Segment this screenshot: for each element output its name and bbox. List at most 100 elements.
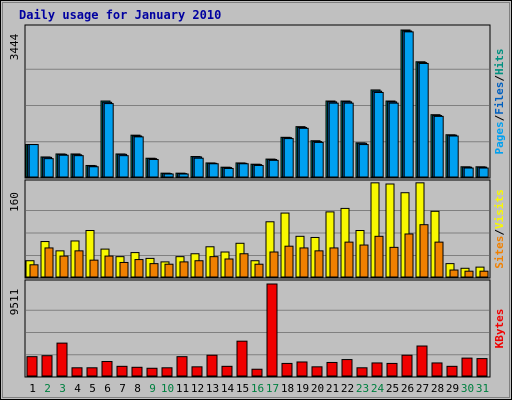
day-label: 7 (119, 382, 126, 395)
day-label: 5 (89, 382, 96, 395)
kbytes-bar (341, 359, 353, 377)
day-label: 11 (176, 382, 189, 395)
day-label: 22 (341, 382, 354, 395)
sites-bar (314, 250, 324, 278)
sites-bar (479, 270, 489, 278)
pages-bar (313, 141, 324, 178)
day-label: 20 (311, 382, 324, 395)
pages-bar (118, 155, 129, 178)
sites-bar (434, 241, 444, 278)
kbytes-bar (356, 367, 368, 377)
kbytes-bar (416, 345, 428, 377)
legend-entry-pages: Pages (493, 121, 506, 154)
kbytes-bar (371, 362, 383, 377)
sites-bar (404, 233, 414, 278)
legend-entry-kbytes: KBytes (493, 309, 506, 349)
sites-bar (464, 270, 474, 278)
day-label: 15 (236, 382, 249, 395)
y-max-label: 160 (8, 192, 21, 212)
kbytes-bar (116, 365, 128, 377)
day-label: 30 (461, 382, 474, 395)
pages-bar (208, 163, 219, 178)
day-label: 2 (44, 382, 51, 395)
sites-bar (29, 264, 39, 278)
sites-bar (134, 259, 144, 278)
kbytes-bar (296, 361, 308, 377)
day-label: 14 (221, 382, 235, 395)
sites-bar (104, 255, 114, 278)
day-axis-labels: 1 2 3 4 5 6 7 8 9 10 11 12 13 14 15 16 17 18 19 20 21 22 23 24 2… (29, 382, 489, 395)
kbytes-bar (221, 365, 233, 377)
pages-bar (268, 159, 279, 178)
legend-entry-separator: / (493, 75, 506, 82)
sites-bar (224, 258, 234, 278)
y-max-label: 3444 (8, 33, 21, 60)
sites-bar (149, 263, 159, 278)
pages-bar (133, 136, 144, 178)
kbytes-bar (86, 367, 98, 377)
day-label: 16 (251, 382, 264, 395)
kbytes-bar (176, 356, 188, 377)
pages-bar (433, 115, 444, 178)
kbytes-bar (41, 355, 53, 377)
pages-bar (28, 144, 39, 178)
day-label: 12 (191, 382, 204, 395)
sites-bar (269, 251, 279, 278)
kbytes-bar (266, 283, 278, 377)
legend: Sites/Visits (493, 189, 506, 269)
kbytes-bar (236, 340, 248, 377)
kbytes-bar (131, 366, 143, 377)
chart-title: Daily usage for January 2010 (19, 8, 221, 22)
sites-bar (44, 247, 54, 278)
pages-bar (463, 167, 474, 178)
day-label: 18 (281, 382, 294, 395)
day-label: 24 (371, 382, 385, 395)
pages-bar (88, 166, 99, 178)
pages-bar (148, 159, 159, 178)
legend-entry-hits: Hits (493, 49, 506, 76)
pages-bar (253, 164, 264, 178)
kbytes-bar (191, 366, 203, 377)
day-label: 1 (29, 382, 36, 395)
day-label: 9 (149, 382, 156, 395)
pages-bar (163, 173, 174, 178)
pages-bar (448, 135, 459, 178)
kbytes-bar (281, 362, 293, 377)
y-max-label: 9511 (8, 289, 21, 316)
legend-entry-separator: / (493, 114, 506, 121)
day-label: 28 (431, 382, 444, 395)
sites-bar (389, 246, 399, 278)
sites-bar (164, 263, 174, 278)
sites-bar (374, 235, 384, 278)
kbytes-bar (446, 365, 458, 377)
day-label: 4 (74, 382, 81, 395)
legend-entry-separator: / (493, 229, 506, 236)
day-label: 23 (356, 382, 369, 395)
kbytes-bar (461, 357, 473, 377)
sites-visits-panel: 160 Sites/Visits (8, 179, 506, 279)
pages-bar (178, 173, 189, 178)
day-label: 19 (296, 382, 309, 395)
legend: KBytes (493, 309, 506, 349)
sites-bar (359, 244, 369, 278)
kbytes-bar (251, 368, 263, 377)
pages-bar (478, 167, 489, 178)
legend-entry-sites: Sites (493, 236, 506, 269)
sites-bar (419, 224, 429, 278)
sites-bar (209, 256, 219, 278)
day-label: 8 (134, 382, 141, 395)
legend-entry-files: Files (493, 82, 506, 115)
legend: Pages/Files/Hits (493, 49, 506, 155)
pages-bar (418, 62, 429, 178)
kbytes-bar (311, 366, 323, 377)
kbytes-bar (431, 362, 443, 377)
sites-bar (449, 269, 459, 278)
pages-bar (238, 163, 249, 178)
kbytes-bar (71, 367, 83, 377)
day-label: 26 (401, 382, 414, 395)
sites-bar (59, 255, 69, 278)
sites-bar (344, 241, 354, 278)
sites-bar (179, 261, 189, 278)
